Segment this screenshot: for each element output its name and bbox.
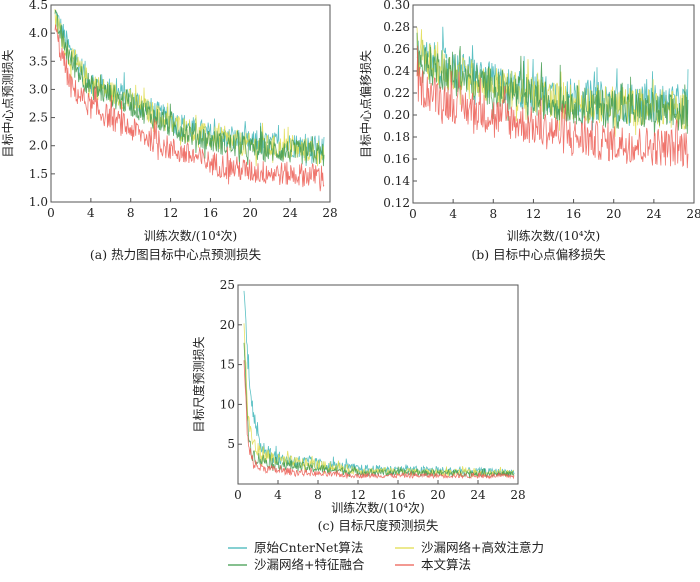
chart-c: 0 4 8 12 16 20 24 28 5 10 15 20 25 训练次数/(10⁴次) 目标尺度预测损… <box>191 278 526 533</box>
series-line-hourglass_fusion <box>416 32 689 136</box>
y-tick-label: 0.12 <box>383 196 410 210</box>
legend-item-hourglass_fusion: 沙漏网络+特征融合 <box>228 557 365 572</box>
x-tick-label: 12 <box>163 206 178 220</box>
x-tick-label: 0 <box>409 207 417 221</box>
series-line-ours <box>243 360 515 480</box>
y-tick-label: 5 <box>227 437 235 451</box>
legend-item-ours: 本文算法 <box>395 557 471 572</box>
y-tick-label: 4.5 <box>29 0 48 12</box>
x-tick-label: 24 <box>646 207 662 221</box>
chart-caption: (b) 目标中心点偏移损失 <box>471 247 606 262</box>
chart-caption: (c) 目标尺度预测损失 <box>318 518 439 533</box>
chart-caption: (a) 热力图目标中心点预测损失 <box>90 247 262 262</box>
series-line-hourglass_fusion <box>243 342 515 479</box>
legend-item-original: 原始CnterNet算法 <box>228 540 363 555</box>
legend-label: 原始CnterNet算法 <box>254 540 363 555</box>
plot-frame <box>237 284 519 485</box>
y-tick-label: 1.5 <box>29 167 48 181</box>
x-tick-label: 24 <box>283 206 299 220</box>
x-axis-title: 训练次数/(10⁴次) <box>507 228 601 243</box>
y-tick-label: 25 <box>220 278 235 292</box>
x-tick-label: 8 <box>314 488 322 502</box>
legend-label: 本文算法 <box>421 557 471 572</box>
series-line-original <box>243 290 515 477</box>
x-tick-label: 8 <box>127 206 135 220</box>
x-axis-title: 训练次数/(10⁴次) <box>144 228 238 243</box>
plot-frame <box>412 4 695 204</box>
y-tick-label: 20 <box>220 318 235 332</box>
y-tick-label: 0.24 <box>383 64 410 78</box>
series-line-hourglass_attention <box>243 323 514 478</box>
x-tick-label: 12 <box>526 207 541 221</box>
y-tick-label: 2.5 <box>29 111 48 125</box>
y-axis-title: 目标尺度预测损失 <box>191 336 206 432</box>
y-axis-title: 目标中心点偏移损失 <box>358 50 373 158</box>
x-tick-label: 0 <box>47 206 55 220</box>
y-tick-label: 0.14 <box>383 174 410 188</box>
x-tick-label: 20 <box>243 206 258 220</box>
x-tick-label: 4 <box>449 207 457 221</box>
series-line-hourglass_fusion <box>54 9 325 167</box>
y-tick-label: 0.28 <box>383 20 410 34</box>
plot-frame <box>50 4 331 203</box>
y-tick-label: 0.18 <box>383 130 410 144</box>
x-tick-label: 16 <box>203 206 218 220</box>
x-tick-label: 4 <box>274 488 282 502</box>
y-axis-title: 目标中心点预测损失 <box>0 49 15 157</box>
x-tick-label: 20 <box>430 488 445 502</box>
y-tick-label: 10 <box>220 397 235 411</box>
chart-b: 0 4 8 12 16 20 24 28 0.12 0.14 0.16 0.18 0.20 0.22 0.2… <box>358 0 700 262</box>
series-line-ours <box>416 45 689 169</box>
y-tick-label: 0.22 <box>383 86 410 100</box>
legend-label: 沙漏网络+高效注意力 <box>421 540 544 555</box>
series-line-hourglass_attention <box>416 27 689 137</box>
y-tick-label: 2.0 <box>29 139 48 153</box>
series-line-ours <box>54 24 325 192</box>
y-tick-label: 1.0 <box>29 195 48 209</box>
x-tick-label: 28 <box>322 206 337 220</box>
x-tick-label: 4 <box>87 206 95 220</box>
y-tick-label: 0.26 <box>383 42 410 56</box>
y-tick-label: 3.0 <box>29 82 48 96</box>
x-tick-label: 20 <box>606 207 621 221</box>
legend-label: 沙漏网络+特征融合 <box>254 557 365 572</box>
x-tick-label: 16 <box>566 207 581 221</box>
x-axis-title: 训练次数/(10⁴次) <box>331 500 425 515</box>
y-tick-label: 3.5 <box>29 54 48 68</box>
x-tick-label: 0 <box>234 488 242 502</box>
y-tick-label: 4.0 <box>29 26 48 40</box>
y-tick-label: 15 <box>220 358 235 372</box>
chart-a: 0 4 8 12 16 20 24 28 1.0 1.5 2.0 2.5 3.0 3.5 4.0 4.5 训练次… <box>0 0 338 262</box>
legend-item-hourglass_attention: 沙漏网络+高效注意力 <box>395 540 544 555</box>
y-tick-label: 0.30 <box>383 0 410 12</box>
x-tick-label: 12 <box>350 488 365 502</box>
y-tick-label: 0.20 <box>383 108 410 122</box>
x-tick-label: 28 <box>510 488 525 502</box>
x-tick-label: 28 <box>686 207 700 221</box>
x-tick-label: 24 <box>470 488 486 502</box>
x-tick-label: 8 <box>489 207 497 221</box>
series-line-hourglass_attention <box>54 8 325 167</box>
x-tick-label: 16 <box>390 488 405 502</box>
y-tick-label: 0.16 <box>383 152 410 166</box>
